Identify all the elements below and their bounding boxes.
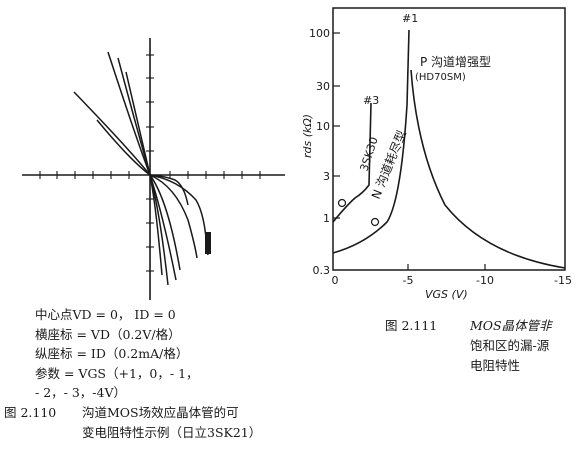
left-caption-line-1: 沟道MOS场效应晶体管的可 (82, 405, 239, 420)
x-tick-m5: -5 (403, 274, 414, 287)
center-point-label: 中心点VD = 0， ID = 0 (35, 307, 176, 322)
y-tick-30: 30 (316, 80, 330, 93)
y-axis-label: rds (kΩ) (301, 114, 314, 158)
right-caption-line-3: 电阻特性 (470, 358, 521, 373)
x-tick-0: 0 (332, 274, 339, 287)
y-tick-10: 10 (316, 120, 330, 133)
y-scale-label: 纵座标 = ID（0.2mA/格） (35, 346, 189, 361)
param-label: 参数 = VGS（+1，0，- 1， (35, 366, 199, 381)
scope-trace-figure (22, 38, 285, 300)
right-caption-number: 图 2.111 (385, 318, 438, 333)
right-caption-line-2: 饱和区的漏-源 (470, 338, 550, 353)
label-3sk30: 3SK30 (357, 135, 380, 172)
left-caption-number: 图 2.110 (4, 405, 57, 420)
y-tick-1: 1 (323, 212, 330, 225)
param-label-cont: - 2，- 3，-4V） (35, 385, 127, 400)
y-tick-3: 3 (323, 170, 330, 183)
rds-chart: 100 30 10 3 1 0.3 0 -5 -10 -15 VGS (V) r… (301, 7, 572, 301)
curve-marker-2 (370, 217, 380, 227)
chart-frame (332, 7, 566, 271)
label-p-channel-model: (HD70SM) (415, 72, 466, 83)
label-curve-1: #1 (402, 12, 418, 25)
x-axis-label: VGS (V) (425, 288, 468, 301)
label-curve-3: #3 (363, 94, 379, 107)
curve-marker-1 (337, 198, 347, 208)
x-tick-m10: -10 (476, 274, 494, 287)
curve-n-channel (332, 102, 372, 223)
y-tick-100: 100 (309, 27, 330, 40)
right-caption-line-1: MOS晶体管非 (470, 318, 552, 333)
curve-p-channel (332, 29, 410, 254)
curve-p-channel-right (410, 69, 566, 269)
x-tick-m15: -15 (554, 274, 572, 287)
label-p-channel: P 沟道增强型 (420, 55, 491, 69)
y-tick-0.3: 0.3 (313, 264, 331, 277)
x-scale-label: 横座标 = VD（0.2V/格） (35, 327, 181, 342)
left-caption-line-2: 变电阻特性示例（日立3SK21） (82, 425, 262, 440)
